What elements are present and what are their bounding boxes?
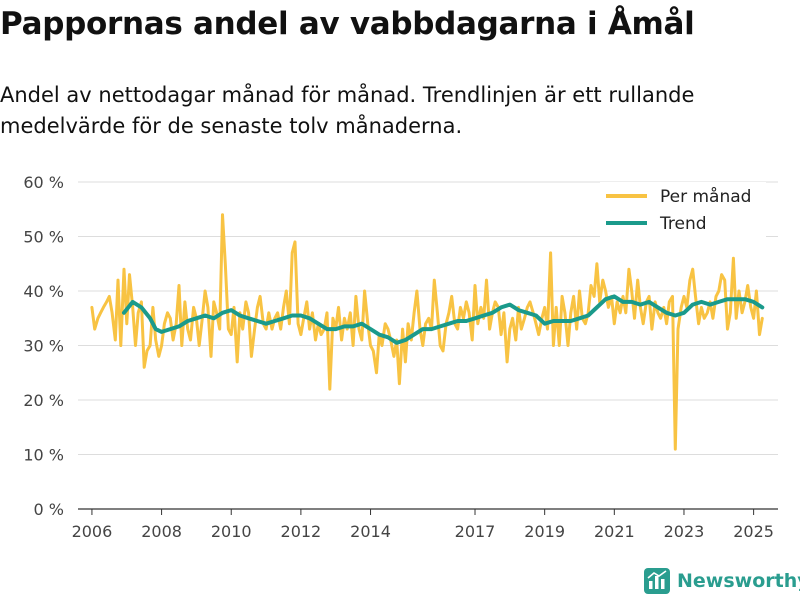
x-tick-label-2019: 2019 [524,522,565,541]
x-tick-label-2010: 2010 [211,522,252,541]
legend: Per månad Trend [600,182,766,238]
page-title: Pappornas andel av vabbdagarna i Åmål [0,6,695,42]
series-line-trend [122,294,765,345]
x-tick-label-2006: 2006 [72,522,113,541]
series-line-per-manad [90,213,764,451]
y-tick-label-60: 60 % [23,173,64,192]
x-tick-label-2014: 2014 [350,522,391,541]
x-axis: 2006 2008 2010 2012 2014 2017 2019 2021 2023 2025 [72,508,778,541]
legend-background [600,182,766,238]
chart-subtitle: Andel av nettodagar månad för månad. Tre… [0,83,695,138]
x-tick-label-2023: 2023 [664,522,705,541]
x-tick-label-2025: 2025 [733,522,774,541]
x-tick-label-2008: 2008 [141,522,182,541]
y-tick-label-50: 50 % [23,228,64,247]
y-tick-label-40: 40 % [23,282,64,301]
y-tick-label-30: 30 % [23,337,64,356]
newsworthy-logo-icon [644,568,670,594]
brand-name: Newsworthy [677,570,800,592]
x-tick-label-2012: 2012 [281,522,322,541]
y-tick-label-20: 20 % [23,391,64,410]
x-tick-label-2021: 2021 [594,522,635,541]
legend-label-per-manad: Per månad [660,186,751,207]
series-lines [90,213,765,451]
y-tick-label-0: 0 % [34,500,64,519]
y-axis-ticks: 0 % 10 % 20 % 30 % 40 % 50 % 60 % [23,173,64,519]
brand: Newsworthy [644,568,800,594]
y-tick-label-10: 10 % [23,446,64,465]
x-tick-label-2017: 2017 [455,522,496,541]
legend-label-trend: Trend [659,214,707,234]
